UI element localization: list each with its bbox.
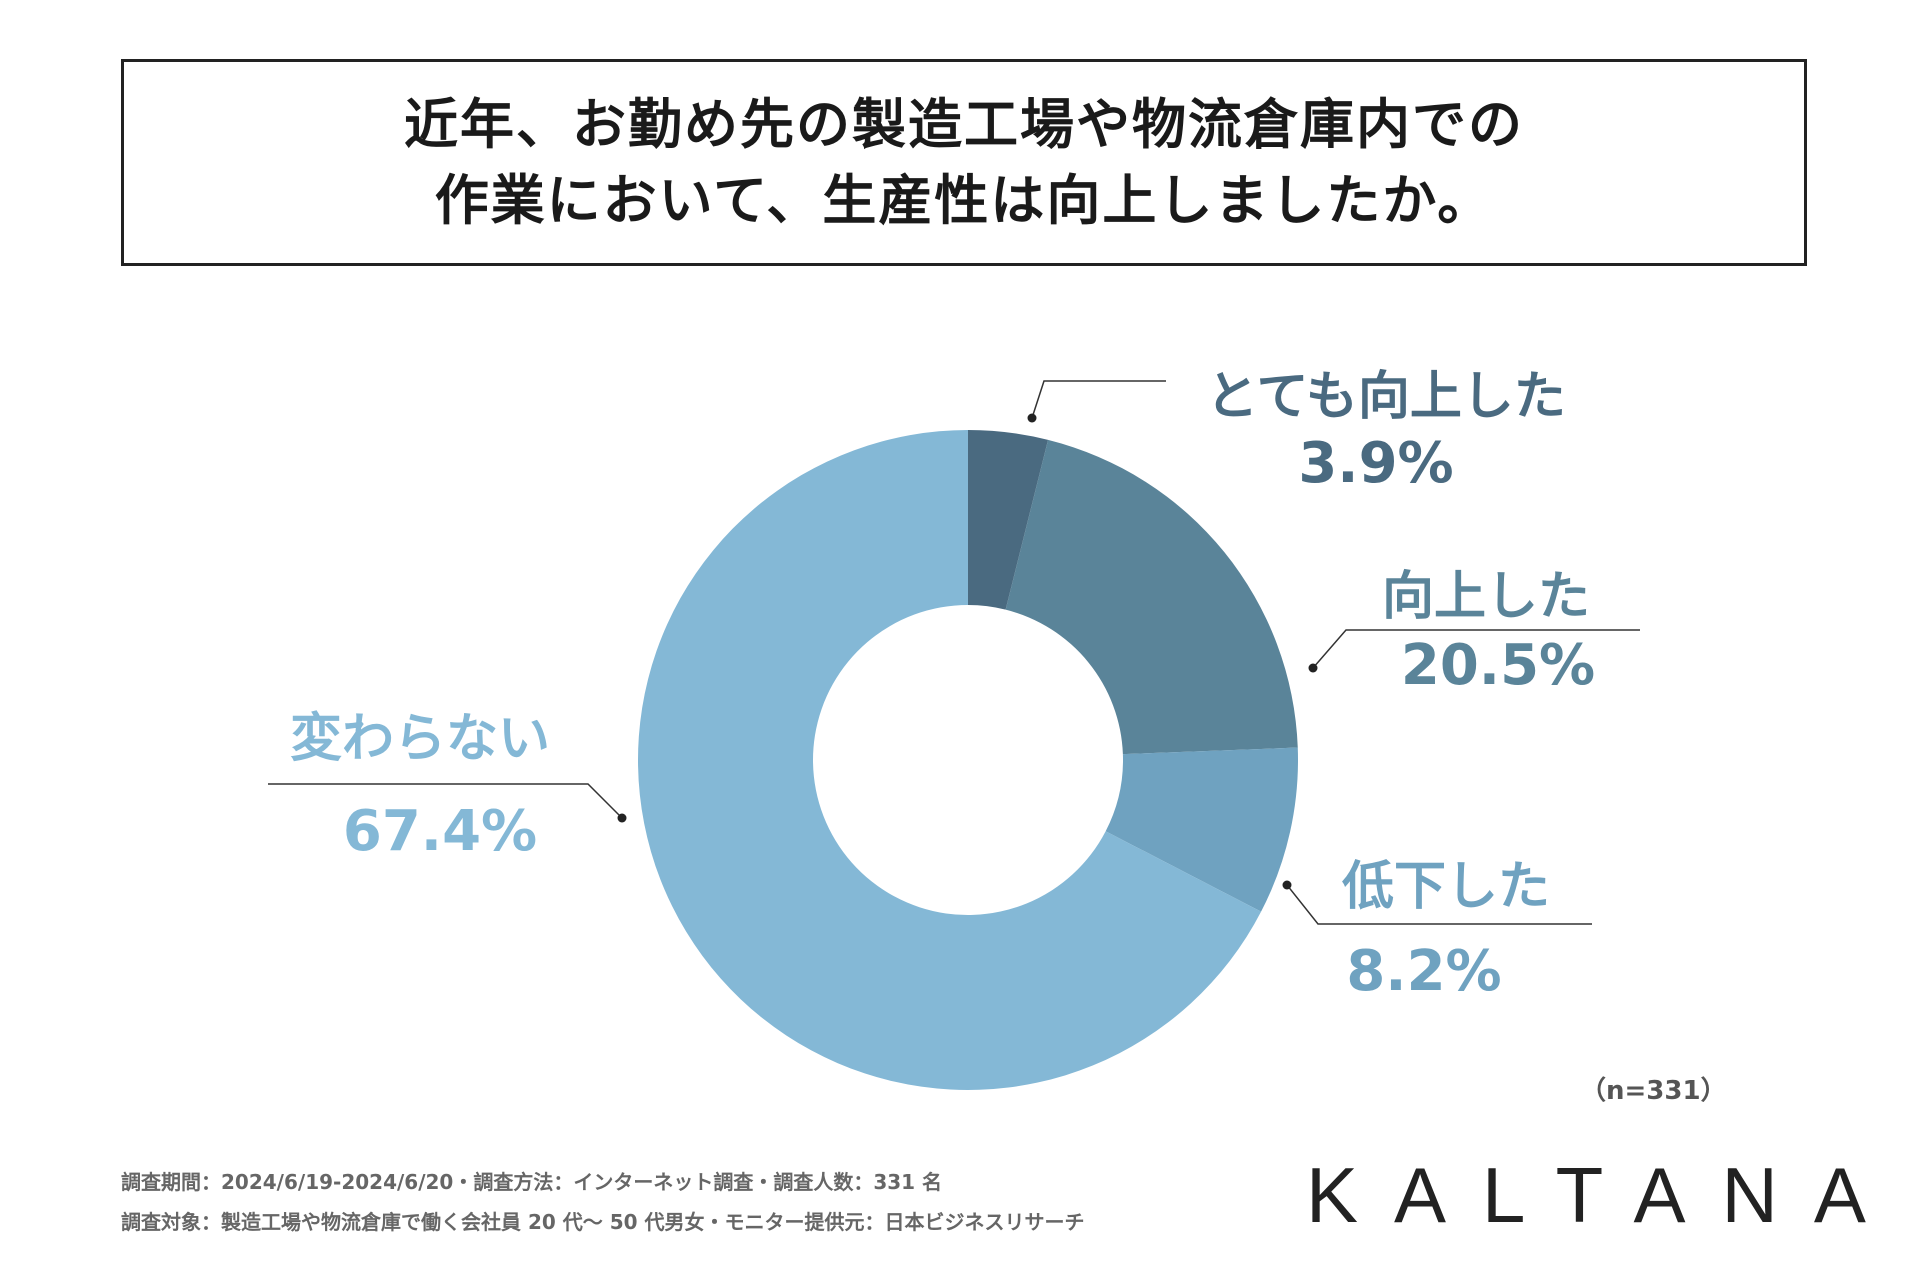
title-box: 近年、お勤め先の製造工場や物流倉庫内での 作業において、生産性は向上しましたか。 [121,59,1807,266]
brand-logo: KALTANA [1306,1151,1902,1239]
category-label-1: とても向上した [1206,367,1566,427]
leader-dot-2 [1308,663,1318,673]
value-label-2: 20.5% [1401,633,1595,698]
survey-info-line-1: 調査期間：2024/6/19-2024/6/20・調査方法：インターネット調査・… [121,1170,943,1194]
donut-slice-1 [968,430,1049,610]
title-line-2: 作業において、生産性は向上しましたか。 [434,168,1494,232]
title-line-1: 近年、お勤め先の製造工場や物流倉庫内での [404,92,1524,156]
donut-slice-4 [637,430,1262,1090]
category-label-4: 変わらない [290,709,550,769]
value-label-3: 8.2% [1346,939,1501,1004]
leader-dot-4 [617,813,627,823]
leader-dot-3 [1282,880,1292,890]
leader-line-3 [1286,884,1592,925]
leader-lines [268,380,1640,925]
category-label-2: 向上した [1382,567,1590,627]
donut-slice-3 [1105,747,1298,912]
donut-slice-2 [1005,439,1298,755]
leader-dot-1 [1027,413,1037,423]
leader-line-2 [1312,629,1640,669]
donut-slices [637,430,1298,1090]
category-label-3: 低下した [1342,857,1550,917]
value-label-4: 67.4% [343,799,537,864]
survey-info-line-2: 調査対象：製造工場や物流倉庫で働く会社員 20 代～ 50 代男女・モニター提供… [121,1210,1085,1234]
leader-line-4 [268,783,623,819]
value-label-1: 3.9% [1298,431,1453,496]
leader-line-1 [1031,380,1166,419]
sample-size-label: （n=331） [1580,1076,1727,1106]
